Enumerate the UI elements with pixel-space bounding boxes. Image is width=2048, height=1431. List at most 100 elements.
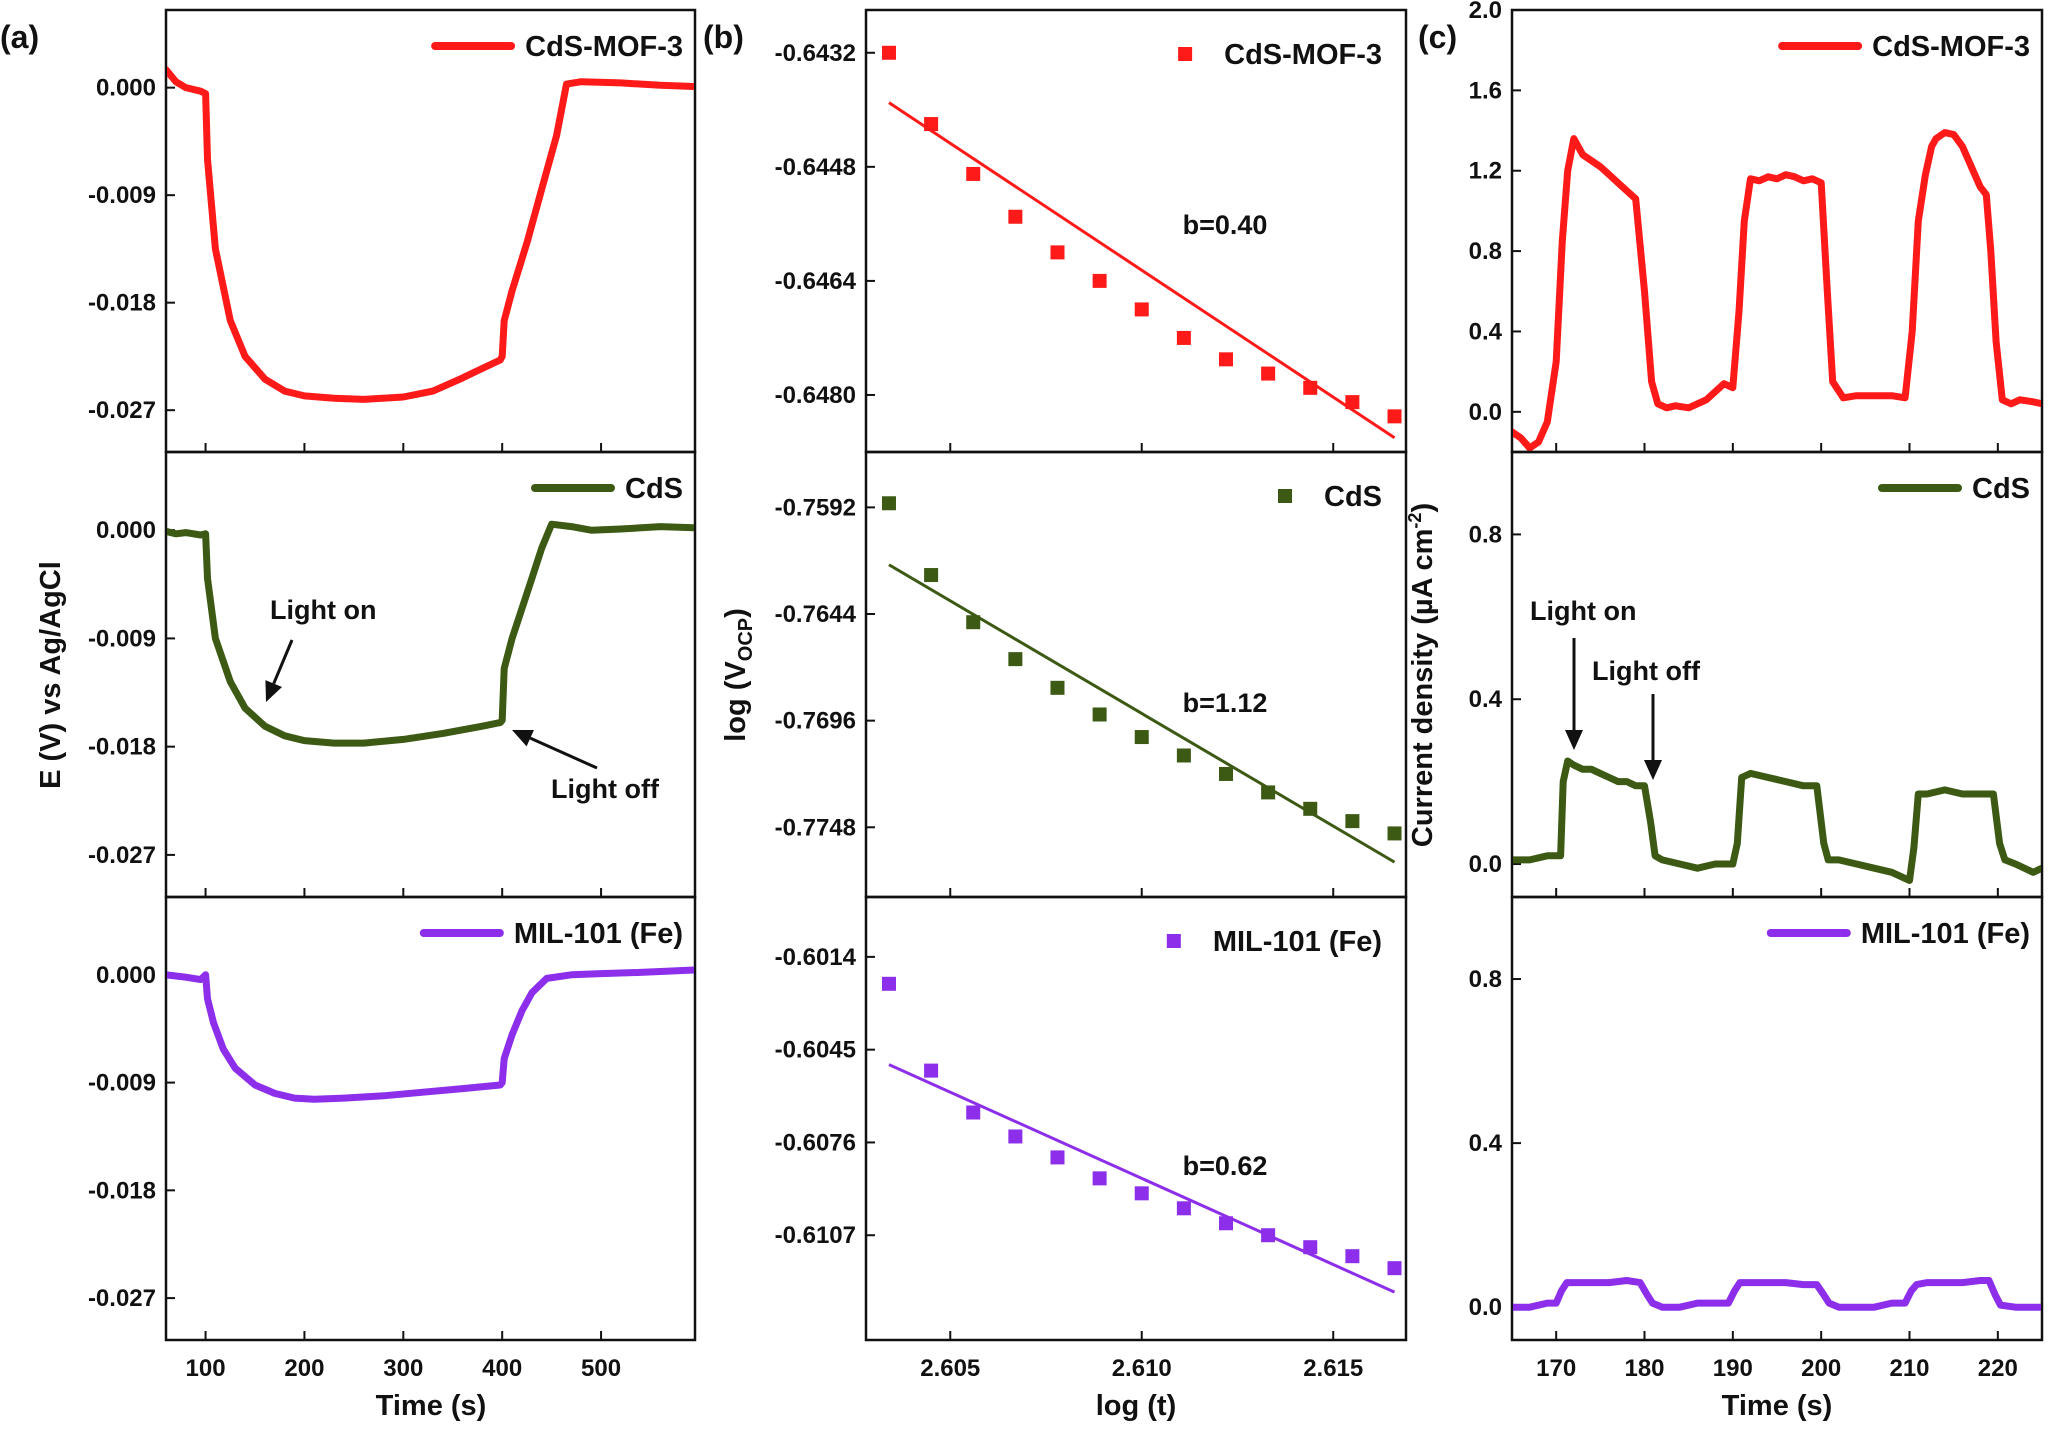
y-tick-label: -0.6464 [775,268,857,295]
subplot-cds: -0.7592 -0.7644 -0.7696 -0.7748 b=1.12 CdS [775,450,1408,899]
data-point [1303,1240,1318,1255]
series-line [1513,757,2041,884]
x-tick-label: 300 [383,1355,423,1382]
x-axis-title: log (t) [1096,1390,1177,1422]
data-point [881,45,896,60]
data-point [1092,273,1107,288]
x-axis-title: Time (s) [1722,1390,1833,1422]
series-line [167,966,694,1103]
plot-frame [164,450,697,899]
x-tick-label: 200 [284,1355,324,1382]
data-point [1219,1216,1233,1231]
y-tick-label: 1.6 [1469,77,1502,104]
y-tick-label: 0.8 [1469,521,1502,548]
legend-label: CdS [1324,481,1382,513]
legend-label: MIL-101 (Fe) [1213,926,1382,958]
y-tick-label: -0.018 [88,734,156,761]
subplot-mil-101-fe: 0.000 -0.009 -0.018 -0.027 100 200 300 400 500 MI… [88,895,697,1382]
data-point [1387,826,1402,841]
legend-marker [1278,489,1292,503]
annotation-light-on: Light on [270,595,376,625]
arrow-head [512,729,534,747]
subplot-cds-mof-3: -0.6432 -0.6448 -0.6464 -0.6480 b=0.40 CdS-MO… [775,8,1408,454]
data-point [1134,1186,1149,1201]
y-tick-label: -0.027 [88,397,156,424]
legend-marker [1178,47,1193,61]
y-axis-title-text: Current density (µA cm [1407,529,1439,848]
y-tick-label: 0.0 [1469,1294,1502,1321]
x-tick-label: 170 [1536,1355,1576,1382]
subplot-mil-101-fe: 0.0 0.4 0.8 170 180 190 200 210 220 MIL-101 (Fe) [1469,895,2044,1382]
panel-a: (a) E (V) vs Ag/AgCl Time (s) 0.000 -0.009 -0… [0,8,697,1422]
series-line [167,520,694,747]
legend-label: CdS-MOF-3 [1224,39,1382,71]
arrow-head [1644,760,1662,780]
data-point [1008,1129,1023,1144]
arrow-head [1565,730,1583,750]
plot-frame [864,895,1408,1342]
legend-label: CdS [1972,473,2030,505]
y-tick-label: -0.7592 [775,494,856,521]
y-tick-label: -0.7644 [775,601,857,628]
annotations: Light on Light off [1530,596,1701,780]
y-tick-label: -0.6432 [775,40,856,67]
subplot-mil-101-fe: -0.6014 -0.6045 -0.6076 -0.6107 2.605 2.610 2.… [775,895,1408,1382]
data-point [1219,766,1233,781]
legend-label: MIL-101 (Fe) [514,918,683,950]
series-line [1513,129,2041,451]
legend-label: MIL-101 (Fe) [1861,918,2030,950]
y-axis-title: Current density (µA cm-2) [1405,503,1439,847]
y-axis-title-close: ) [720,608,752,618]
x-tick-label: 220 [1978,1355,2018,1382]
data-point [924,1063,939,1078]
panel-c: (c) Current density (µA cm-2) Time (s) 0.0 0… [1405,0,2044,1422]
data-point [1050,1150,1065,1165]
slope-label: b=1.12 [1183,688,1268,718]
data-point [966,166,981,181]
y-axis-title-text: E (V) vs Ag/AgCl [35,561,67,789]
plot-frame [1510,895,2044,1342]
x-tick-label: 2.615 [1303,1355,1363,1382]
subplot-cds-mof-3: 0.0 0.4 0.8 1.2 1.6 2.0 CdS-MOF-3 [1469,0,2044,454]
y-tick-label: 1.2 [1469,158,1502,185]
annotation-light-on: Light on [1530,596,1636,626]
data-point [1134,302,1149,317]
y-tick-label: -0.6014 [775,944,857,971]
legend-marker [1166,934,1181,948]
y-tick-label: 0.000 [96,962,156,989]
y-tick-label: -0.009 [88,182,156,209]
data-point [881,496,896,511]
panel-label: (c) [1418,19,1457,55]
y-tick-label: -0.6107 [775,1222,856,1249]
y-axis-title: E (V) vs Ag/AgCl [35,561,67,789]
data-point [1261,366,1276,381]
x-tick-label: 400 [482,1355,522,1382]
y-tick-label: 0.8 [1469,966,1502,993]
panel-label: (b) [703,19,744,55]
annotations: Light on Light off [265,595,660,804]
fit-line [888,563,1396,864]
y-tick-label: -0.009 [88,625,156,652]
y-axis-title-text: log (V [720,661,752,742]
y-tick-label: 0.000 [96,517,156,544]
subplot-cds: 0.000 -0.009 -0.018 -0.027 CdS [88,450,697,899]
arrow-head [265,680,283,702]
y-tick-label: 2.0 [1469,0,1502,24]
y-axis-title-close: ) [1407,503,1439,513]
y-tick-label: 0.0 [1469,399,1502,426]
data-point [1134,730,1149,745]
fit-line [888,1063,1396,1294]
panel-label: (a) [0,19,39,55]
legend-label: CdS [625,473,683,505]
y-tick-label: -0.7748 [775,814,856,841]
data-point [1345,395,1360,410]
x-axis-title: Time (s) [376,1390,487,1422]
annotation-light-off: Light off [551,774,660,804]
data-point [1176,1201,1191,1216]
y-tick-label: -0.009 [88,1070,156,1097]
plot-frame [164,8,697,454]
data-point [966,1105,981,1120]
annotation-light-off: Light off [1592,656,1701,686]
arrow-shaft [529,736,598,770]
panel-b: (b) log (VOCP) log (t) -0.6432 -0.6448 -0.646… [703,8,1408,1422]
